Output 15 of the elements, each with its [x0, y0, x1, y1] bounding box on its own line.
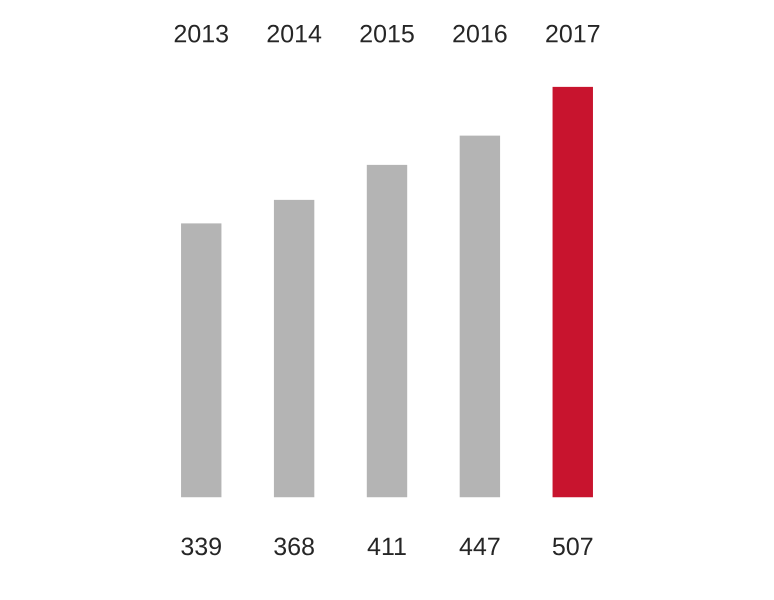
bar	[180, 222, 223, 498]
x-tick-label: 2013	[174, 24, 228, 43]
data-label: 411	[368, 538, 406, 556]
x-tick-label: 2016	[453, 24, 507, 43]
data-label: 368	[274, 538, 314, 556]
data-label: 447	[460, 538, 500, 556]
bar	[272, 198, 316, 498]
x-tick-label: 2015	[360, 24, 414, 43]
bar	[458, 134, 502, 498]
x-tick-label: 2014	[268, 24, 322, 43]
data-label: 339	[181, 538, 221, 556]
x-tick-label: 2017	[546, 24, 600, 43]
bar	[365, 164, 409, 498]
bar	[551, 86, 594, 498]
data-label: 507	[552, 538, 592, 556]
